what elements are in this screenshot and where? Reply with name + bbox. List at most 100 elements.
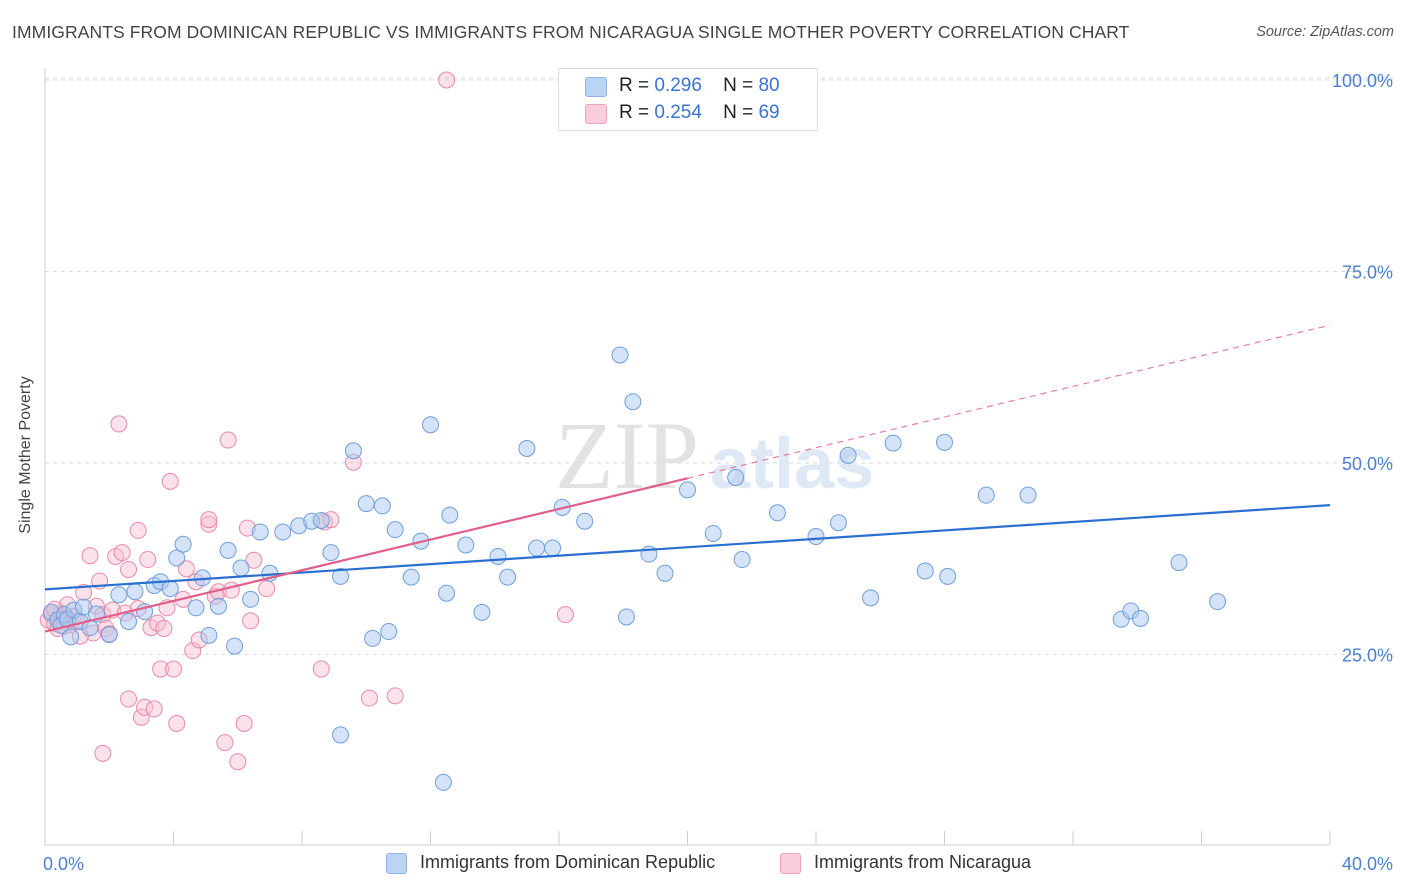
point-nicaragua [110,415,128,433]
point-dominican [438,584,456,602]
point-dominican [219,541,237,559]
point-dominican [1209,593,1227,611]
point-dominican [62,628,80,646]
point-nicaragua [438,71,456,89]
point-dominican [110,586,128,604]
point-dominican [829,514,847,532]
point-nicaragua [168,714,186,732]
legend-n-label: N = [723,75,754,96]
point-nicaragua [132,708,150,726]
point-dominican [422,416,439,434]
watermark: ZIP atlas [555,402,874,509]
x-tick-label: 40.0% [1342,854,1393,874]
point-dominican [807,528,825,546]
bottom-legend-swatch-pink [780,853,801,874]
point-dominican [312,511,330,529]
point-dominican [576,512,594,530]
bottom-legend-label: Immigrants from Nicaragua [814,852,1032,872]
legend-r-label: R = [619,102,650,123]
point-nicaragua [94,744,112,762]
point-dominican [611,346,629,364]
point-dominican [242,590,260,608]
point-nicaragua [155,619,173,637]
point-nicaragua [386,687,404,705]
trend-line-nicaragua-projection [687,324,1331,479]
point-dominican [209,597,227,615]
point-nicaragua [245,551,263,569]
point-dominican [544,539,562,557]
point-nicaragua [129,521,147,539]
point-dominican [332,726,350,744]
point-nicaragua [229,753,247,771]
point-nicaragua [216,734,234,752]
point-nicaragua [200,511,218,529]
point-dominican [656,564,674,582]
point-dominican [332,567,350,585]
trend-lines [44,324,1331,633]
y-tick-label: 75.0% [1342,263,1393,283]
axes [44,68,1331,846]
point-nicaragua [152,660,170,678]
point-dominican [357,495,375,513]
point-nicaragua [556,606,574,624]
legend-text-nicaragua: R = 0.254 N = 69 [619,102,780,124]
watermark-atlas: atlas [710,424,874,504]
legend: R = 0.296 N = 80 R = 0.254 N = 69 [558,68,818,131]
point-nicaragua [312,660,330,678]
chart-title: IMMIGRANTS FROM DOMINICAN REPUBLIC VS IM… [12,22,1130,42]
point-dominican [499,568,517,586]
point-nicaragua [219,431,237,449]
point-nicaragua [120,690,138,708]
legend-text-dominican: R = 0.296 N = 80 [619,75,780,97]
point-dominican [489,547,507,565]
y-tick-label: 25.0% [1342,646,1393,666]
point-dominican [402,568,420,586]
point-nicaragua [177,560,195,578]
point-dominican [200,626,218,644]
point-dominican [344,442,362,460]
legend-r-value: 0.254 [654,102,702,123]
y-axis-label: Single Mother Poverty [17,376,34,534]
point-dominican [977,486,995,504]
trend-line-nicaragua [44,477,688,633]
point-dominican [916,562,934,580]
point-dominican [364,629,382,647]
y-axis-label-wrap: Single Mother Poverty [17,298,35,533]
point-dominican [161,580,179,598]
y-tick-label: 50.0% [1342,454,1393,474]
point-dominican [441,506,459,524]
point-dominican [1019,486,1037,504]
watermark-zip: ZIP [555,402,699,509]
point-nicaragua [242,612,260,630]
point-dominican [528,539,546,557]
point-nicaragua [258,580,276,598]
point-nicaragua [120,560,138,578]
point-dominican [232,559,250,577]
point-dominican [936,433,953,451]
point-dominican [1131,609,1149,627]
point-dominican [839,446,857,464]
legend-r-label: R = [619,75,650,96]
point-dominican [274,523,292,541]
point-dominican [733,551,751,569]
point-dominican [386,521,404,539]
point-dominican [768,504,786,522]
series-nicaragua-points [39,71,574,771]
legend-n-value: 69 [758,102,780,123]
point-dominican [1170,554,1188,572]
bottom-legend-label: Immigrants from Dominican Republic [420,852,716,872]
point-dominican [518,439,536,457]
point-dominican [120,613,138,631]
point-dominican [862,589,880,607]
x-tick-label: 0.0% [43,854,84,874]
legend-swatch-pink [585,104,607,124]
point-dominican [473,603,491,621]
y-tick-label: 100.0% [1332,71,1393,91]
point-dominican [939,567,957,585]
legend-n-value: 80 [758,75,780,96]
legend-n-label: N = [723,102,754,123]
point-nicaragua [161,472,179,490]
point-dominican [624,393,642,411]
point-dominican [434,773,452,791]
